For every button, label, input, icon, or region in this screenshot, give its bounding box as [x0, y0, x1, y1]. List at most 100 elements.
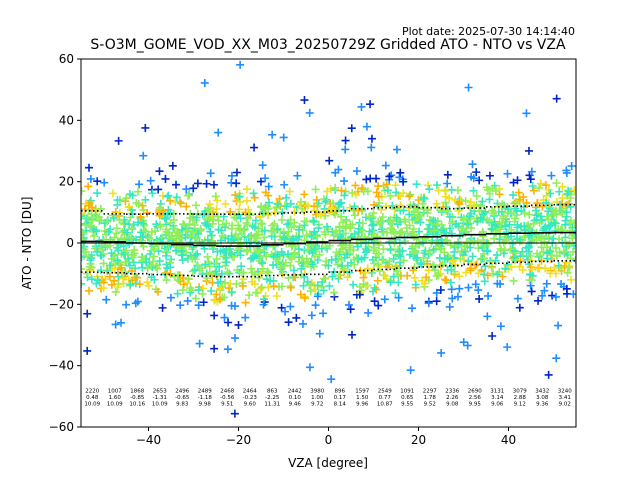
data-point — [284, 250, 293, 259]
bin-stat-label: 11.31 — [264, 402, 280, 408]
data-point — [354, 206, 363, 215]
data-point — [173, 289, 182, 298]
data-point — [352, 167, 361, 176]
data-point — [386, 191, 395, 200]
data-point — [343, 273, 352, 282]
data-point — [568, 234, 576, 243]
data-point — [183, 296, 192, 305]
data-point — [415, 210, 424, 219]
data-point — [348, 330, 357, 339]
statistic-lines — [81, 203, 576, 278]
data-point — [546, 189, 555, 198]
data-point — [280, 233, 289, 242]
data-point — [501, 264, 510, 273]
data-point — [276, 263, 285, 272]
data-point — [527, 167, 536, 176]
data-point — [362, 175, 371, 184]
data-point — [319, 309, 328, 318]
data-point — [522, 109, 531, 118]
data-point — [405, 221, 414, 230]
data-point — [291, 273, 300, 282]
data-point — [214, 128, 223, 137]
data-point — [374, 260, 383, 269]
data-point — [326, 185, 335, 194]
data-point — [328, 205, 337, 214]
data-point — [349, 280, 358, 289]
data-point — [336, 199, 345, 208]
data-point — [199, 298, 208, 307]
data-point — [163, 192, 172, 201]
data-point — [335, 271, 344, 280]
data-point — [488, 184, 497, 193]
bin-stat-label: 1.78 — [424, 395, 437, 401]
data-point — [222, 219, 231, 228]
data-point — [374, 301, 383, 310]
data-point — [359, 273, 368, 282]
data-point — [383, 263, 392, 272]
data-point — [445, 212, 454, 221]
data-point — [480, 208, 489, 217]
data-point — [127, 233, 136, 242]
data-point — [101, 275, 110, 284]
data-point — [231, 302, 240, 311]
data-point — [447, 265, 456, 274]
data-point — [224, 318, 233, 327]
data-point — [213, 196, 222, 205]
data-point — [217, 269, 226, 278]
data-point — [289, 234, 298, 243]
data-point — [232, 168, 241, 177]
data-point — [256, 213, 265, 222]
data-point — [273, 200, 282, 209]
data-point — [83, 346, 92, 355]
bin-stat-label: 9.55 — [401, 402, 414, 408]
data-point — [503, 343, 512, 352]
data-point — [286, 302, 295, 311]
data-point — [384, 216, 393, 225]
data-point — [555, 235, 564, 244]
data-point — [411, 280, 420, 289]
data-point — [386, 278, 395, 287]
data-point — [297, 264, 306, 273]
x-tick-label: −40 — [136, 433, 161, 447]
data-point — [551, 219, 560, 228]
data-point — [467, 172, 476, 181]
data-point — [480, 277, 489, 286]
data-point — [536, 212, 545, 221]
data-point — [189, 184, 198, 193]
y-tick-label: 60 — [59, 52, 74, 66]
data-point — [487, 225, 496, 234]
data-point — [327, 375, 336, 384]
data-point — [184, 191, 193, 200]
data-point — [378, 213, 387, 222]
data-point — [178, 286, 187, 295]
y-tick-label: 40 — [59, 113, 74, 127]
data-point — [562, 212, 571, 221]
bin-stat-label: 2442 — [288, 389, 302, 395]
data-point — [369, 209, 378, 218]
data-point — [496, 244, 505, 253]
data-point — [566, 194, 575, 203]
data-point — [355, 290, 364, 299]
data-point — [280, 235, 289, 244]
data-point — [269, 226, 278, 235]
data-point — [395, 173, 404, 182]
data-point — [344, 300, 353, 309]
bin-stat-label: 0.77 — [379, 395, 392, 401]
data-point — [147, 227, 156, 236]
data-point — [341, 234, 350, 243]
bin-stat-label: 9.12 — [514, 402, 526, 408]
bin-stat-label: 3131 — [490, 389, 504, 395]
data-point — [368, 221, 377, 230]
data-point — [502, 235, 511, 244]
data-point — [156, 222, 165, 231]
data-point — [386, 215, 395, 224]
data-point — [367, 134, 376, 143]
data-point — [220, 313, 229, 322]
data-point — [300, 96, 309, 105]
scatter-points — [81, 60, 576, 418]
data-point — [166, 196, 175, 205]
data-point — [199, 240, 208, 249]
data-point — [554, 225, 563, 234]
data-point — [445, 302, 454, 311]
data-point — [446, 278, 455, 287]
